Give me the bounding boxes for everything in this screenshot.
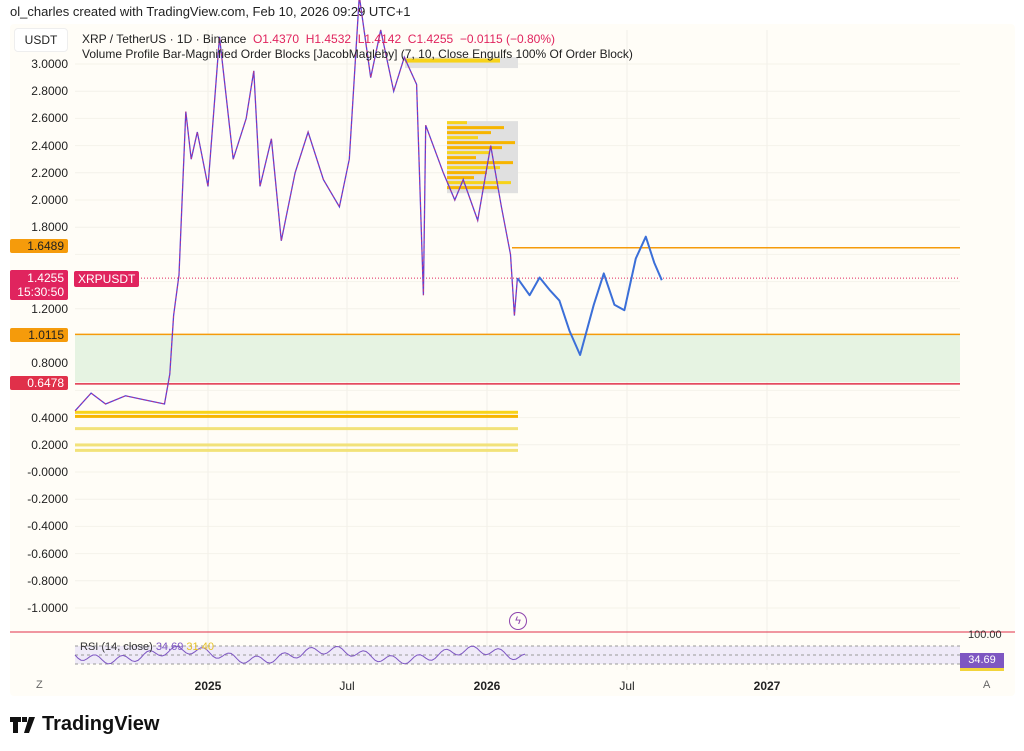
price-axis-label: 0.4000 xyxy=(31,410,68,425)
rsi-label: RSI (14, close) xyxy=(80,641,153,653)
zoom-button[interactable]: Z xyxy=(36,679,43,691)
price-line-down xyxy=(74,0,518,412)
price-axis-label: 2.4000 xyxy=(31,138,68,153)
currency-selector[interactable]: USDT xyxy=(14,28,68,52)
price-axis-label: 1.2000 xyxy=(31,301,68,316)
time-axis-label: Jul xyxy=(619,679,635,693)
projection-line xyxy=(516,235,663,356)
volume-bar xyxy=(447,131,491,135)
price-axis-label: -0.4000 xyxy=(27,519,68,534)
price-axis-label: -0.6000 xyxy=(27,546,68,561)
symbol-price-label: XRPUSDT xyxy=(74,271,140,287)
bar-countdown: 15:30:50 xyxy=(17,285,64,299)
volume-bar xyxy=(447,171,487,175)
rsi-band xyxy=(75,646,960,664)
volume-bar xyxy=(75,427,518,431)
support-price-tag: 1.0115 xyxy=(10,328,68,342)
price-axis-label: -1.0000 xyxy=(27,601,68,615)
time-axis-label: 2026 xyxy=(473,679,501,693)
ohlc-open: O1.4370 xyxy=(252,32,300,46)
volume-bar xyxy=(75,448,518,452)
symbol-name[interactable]: XRP / TetherUS · 1D · Binance xyxy=(82,32,247,46)
credit-text: ol_charles created with TradingView.com,… xyxy=(10,4,411,19)
ohlc-close: C1.4255 xyxy=(407,32,454,46)
tradingview-logo: TradingView xyxy=(10,713,159,736)
volume-bar xyxy=(447,151,489,155)
rsi-value-tag: 34.69 xyxy=(960,653,1004,671)
volume-bar xyxy=(447,161,513,165)
tradingview-logo-icon xyxy=(10,716,35,733)
time-axis-label: Jul xyxy=(339,679,355,693)
order-block xyxy=(405,57,518,69)
volume-bar xyxy=(447,141,515,145)
auto-scale-button[interactable]: A xyxy=(983,679,991,691)
rsi-top-label: 100.00 xyxy=(968,629,1002,641)
volume-bar xyxy=(75,443,518,447)
resistance-price-tag: 1.6489 xyxy=(10,239,68,253)
volume-bar xyxy=(447,181,511,185)
price-axis-label: 0.2000 xyxy=(31,437,68,452)
volume-bar xyxy=(447,176,474,180)
price-axis-label: 1.8000 xyxy=(31,220,68,235)
current-price: 1.4255 xyxy=(27,271,64,285)
rsi-ma-value: 31.40 xyxy=(186,641,214,653)
price-change: −0.0115 (−0.80%) xyxy=(459,32,556,46)
price-axis-label: 0.8000 xyxy=(31,356,68,371)
ohlc-low: L1.4142 xyxy=(357,32,402,46)
volume-bar xyxy=(447,186,498,190)
volume-bar xyxy=(447,136,478,140)
volume-bar xyxy=(447,146,502,150)
lower-support-price-tag: 0.6478 xyxy=(10,376,68,390)
price-axis-label: 2.6000 xyxy=(31,111,68,126)
time-axis-label: 2025 xyxy=(194,679,222,693)
price-axis-label: 2.8000 xyxy=(31,84,68,99)
price-axis-label: 2.2000 xyxy=(31,165,68,180)
volume-bar xyxy=(447,166,500,170)
volume-bar xyxy=(447,121,467,125)
rsi-legend[interactable]: RSI (14, close) 34.69 31.40 xyxy=(80,641,214,653)
lightning-icon[interactable]: ϟ xyxy=(509,612,527,630)
price-axis-label: 3.0000 xyxy=(31,57,68,71)
indicator-legend[interactable]: Volume Profile Bar-Magnified Order Block… xyxy=(82,47,633,61)
price-axis-label: 2.0000 xyxy=(31,193,68,207)
volume-bar xyxy=(447,156,476,160)
ohlc-high: H1.4532 xyxy=(305,32,352,46)
price-axis-label: -0.2000 xyxy=(27,492,68,507)
support-zone xyxy=(75,334,960,383)
rsi-line xyxy=(74,645,526,665)
rsi-value: 34.69 xyxy=(155,641,184,653)
symbol-legend: XRP / TetherUS · 1D · Binance O1.4370 H1… xyxy=(82,32,555,46)
price-axis-label: -0.0000 xyxy=(27,465,68,479)
volume-bar xyxy=(447,126,504,130)
price-axis-label: -0.8000 xyxy=(27,573,68,588)
current-price-tag: 1.4255 15:30:50 xyxy=(10,270,68,300)
time-axis-label: 2027 xyxy=(753,679,781,693)
brand-name: TradingView xyxy=(42,713,160,735)
volume-bar xyxy=(75,410,518,414)
volume-bar xyxy=(405,58,500,63)
volume-bar xyxy=(75,414,518,418)
